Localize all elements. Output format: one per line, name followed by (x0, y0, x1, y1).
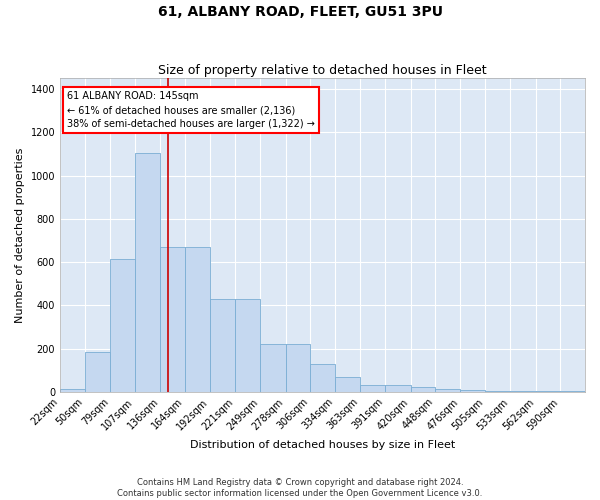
Bar (160, 247, 185, 392)
Bar (435, 389, 460, 392)
Bar (385, 386, 410, 392)
Bar (286, 344, 310, 392)
Bar (260, 344, 286, 392)
Bar (335, 376, 361, 392)
Bar (135, 153, 160, 392)
Title: Size of property relative to detached houses in Fleet: Size of property relative to detached ho… (158, 64, 487, 77)
Text: 61 ALBANY ROAD: 145sqm
← 61% of detached houses are smaller (2,136)
38% of semi-: 61 ALBANY ROAD: 145sqm ← 61% of detached… (67, 91, 315, 129)
Bar (536, 391, 560, 392)
Y-axis label: Number of detached properties: Number of detached properties (15, 148, 25, 322)
Bar (560, 390, 585, 392)
Bar (185, 247, 210, 392)
Text: 61, ALBANY ROAD, FLEET, GU51 3PU: 61, ALBANY ROAD, FLEET, GU51 3PU (157, 5, 443, 19)
Bar (85, 352, 110, 392)
Bar (410, 387, 435, 392)
X-axis label: Distribution of detached houses by size in Fleet: Distribution of detached houses by size … (190, 440, 455, 450)
Bar (235, 299, 260, 392)
Bar (110, 259, 135, 392)
Bar (460, 390, 485, 392)
Bar (60, 388, 85, 392)
Bar (210, 299, 235, 392)
Bar (310, 364, 335, 392)
Bar (510, 391, 536, 392)
Bar (361, 386, 385, 392)
Text: Contains HM Land Registry data © Crown copyright and database right 2024.
Contai: Contains HM Land Registry data © Crown c… (118, 478, 482, 498)
Bar (485, 391, 510, 392)
